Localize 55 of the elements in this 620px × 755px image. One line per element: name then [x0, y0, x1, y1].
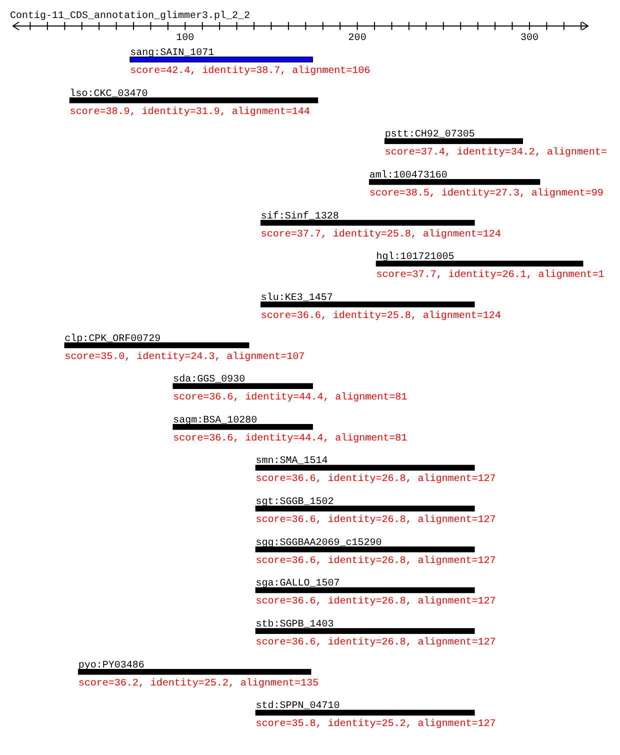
x-tick-label: 200: [348, 33, 366, 44]
bar: [376, 260, 584, 267]
y-tick-label: hgl:101721005: [376, 251, 454, 264]
bar: [255, 464, 475, 471]
bar: [255, 546, 475, 552]
annotation: score=36.6, identity=26.8, alignment=127: [256, 554, 496, 567]
y-tick-label: sgg:SGGBAA2069_c15290: [256, 538, 382, 549]
y-tick-label: aml:100473160: [369, 169, 448, 182]
bar: [255, 628, 475, 634]
x-tick-label: 100: [176, 33, 194, 44]
y-tick-label: pstt:CH92_07305: [384, 130, 475, 141]
annotation: score=42.4, identity=38.7, alignment=106: [130, 65, 370, 77]
annotation: score=36.2, identity=25.2, alignment=135: [78, 677, 318, 690]
annotation: score=36.6, identity=44.4, alignment=81: [173, 432, 408, 444]
y-tick-label: slu:KE3_1457: [260, 292, 333, 304]
annotation: score=36.6, identity=26.8, alignment=127: [256, 636, 496, 649]
bar: [368, 179, 540, 185]
y-tick-label: sgt:SGGB_1502: [256, 497, 334, 508]
chart-title: Contig-11_CDS_annotation_glimmer3.pl_2_2: [10, 10, 250, 22]
bar: [260, 220, 475, 226]
annotation: score=36.6, identity=26.8, alignment=127: [256, 596, 496, 608]
y-tick-label: lso:CKC_03470: [70, 88, 148, 100]
y-tick-label: sga:GALLO_1507: [256, 578, 340, 590]
bar: [260, 302, 475, 308]
y-tick-label: clp:CPK_ORF00729: [64, 332, 161, 345]
bar: [384, 138, 523, 144]
y-tick-label: sda:GGS_0930: [173, 374, 246, 386]
annotation: score=37.7, identity=25.8, alignment=124: [260, 228, 501, 240]
bar: [69, 97, 318, 104]
annotation: score=36.6, identity=26.8, alignment=127: [256, 473, 496, 486]
bar: [255, 587, 475, 594]
annotation: score=38.9, identity=31.9, alignment=144: [70, 106, 310, 118]
annotation: score=35.8, identity=25.2, alignment=127: [256, 718, 496, 730]
bar: [78, 668, 312, 675]
y-tick-label: sif:Sinf_1328: [260, 210, 339, 222]
y-tick-label: pyo:PY03486: [78, 660, 144, 672]
annotation: score=35.0, identity=24.3, alignment=107: [64, 350, 305, 363]
y-tick-label: sagm:BSA_10280: [173, 415, 258, 426]
annotation: score=36.6, identity=26.8, alignment=127: [256, 514, 496, 526]
annotation: score=36.6, identity=44.4, alignment=81: [173, 392, 408, 404]
y-tick-label: stb:SGPB_1403: [256, 618, 334, 631]
bar: [64, 342, 250, 348]
annotation: score=38.5, identity=27.3, alignment=99: [369, 187, 604, 200]
annotation: score=37.4, identity=34.2, alignment=: [384, 146, 607, 159]
bar: [172, 424, 313, 430]
bar: [172, 383, 313, 389]
bar: [130, 56, 313, 62]
bar: [255, 506, 475, 512]
bar: [255, 710, 475, 716]
annotation: score=37.7, identity=26.1, alignment=1: [376, 269, 604, 282]
y-tick-label: sang:SAIN_1071: [130, 48, 214, 59]
annotation: score=36.6, identity=25.8, alignment=124: [260, 310, 501, 322]
y-tick-label: std:SPPN_04710: [256, 700, 340, 712]
y-tick-label: smn:SMA_1514: [256, 456, 328, 468]
x-tick-label: 300: [520, 33, 538, 44]
